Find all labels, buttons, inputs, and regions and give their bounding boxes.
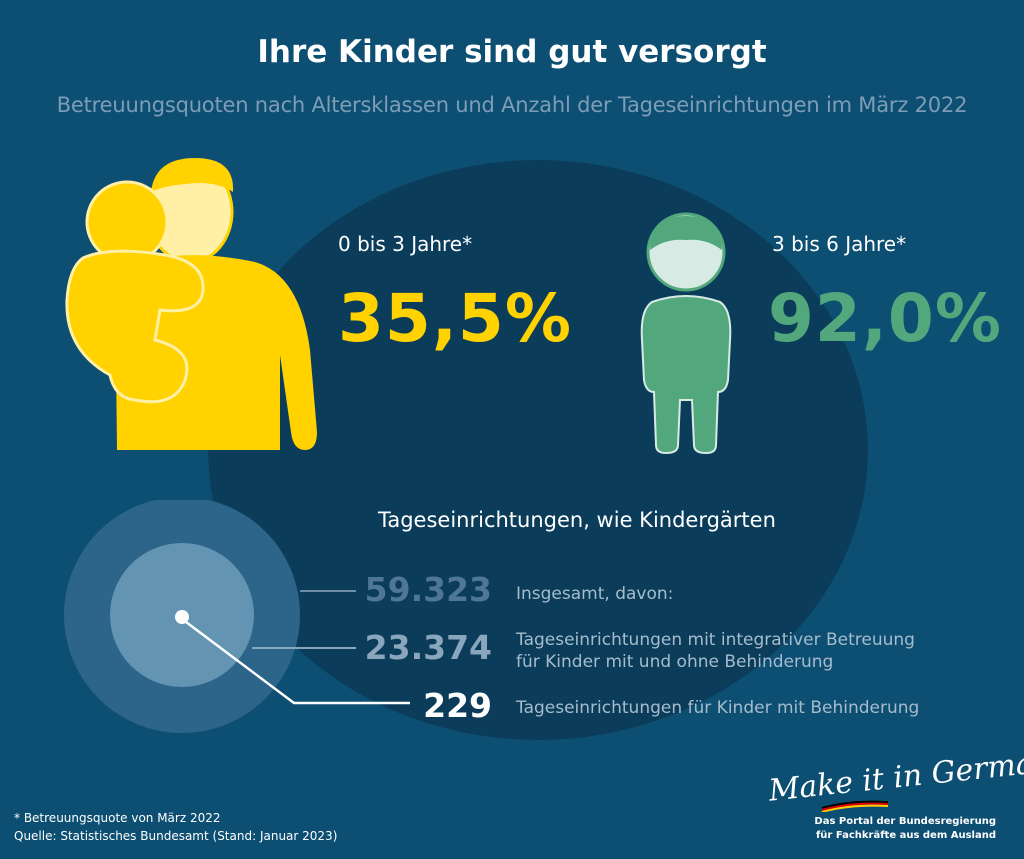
logo-flag-swoosh [821,800,889,812]
make-it-in-germany-logo: Make it in Germany Das Portal der Bundes… [760,742,1024,852]
facilities-integrative-label-line-1: Tageseinrichtungen mit integrativer Betr… [516,630,915,650]
page-title: Ihre Kinder sind gut versorgt [257,34,767,70]
facilities-title: Tageseinrichtungen, wie Kindergärten [378,508,776,532]
facilities-disability-label-line: Tageseinrichtungen für Kinder mit Behind… [516,698,920,718]
facilities-integrative-value: 23.374 [364,628,492,667]
page-subtitle: Betreuungsquoten nach Altersklassen und … [56,93,968,117]
parent-with-child-icon [65,158,317,450]
logo-script-text: Make it in Germany [766,742,1024,809]
facilities-total-label: Insgesamt, davon: [516,583,673,605]
facilities-disability-value: 229 [423,686,492,725]
nested-circles-graphic [64,500,410,733]
logo-line-2: für Fachkräfte aus dem Ausland [815,830,996,841]
background-circle [208,160,868,740]
logo-line-1: Das Portal der Bundesregierung [814,816,996,827]
facilities-total-label-line: Insgesamt, davon: [516,584,674,604]
facilities-integrative-label-line-2: für Kinder mit und ohne Behinderung [516,652,834,672]
facilities-disability-label: Tageseinrichtungen für Kinder mit Behind… [516,697,919,719]
age-group-label-3-6: 3 bis 6 Jahre* [772,232,907,256]
footnote: * Betreuungsquote von März 2022 [14,811,221,825]
facilities-total-value: 59.323 [364,570,492,609]
quota-value-3-6: 92,0% [768,280,1002,357]
child-icon [640,212,732,455]
age-group-label-0-3: 0 bis 3 Jahre* [338,232,473,256]
quota-value-0-3: 35,5% [338,280,572,357]
facilities-integrative-label: Tageseinrichtungen mit integrativer Betr… [516,629,915,673]
source-note: Quelle: Statistisches Bundesamt (Stand: … [14,829,338,843]
